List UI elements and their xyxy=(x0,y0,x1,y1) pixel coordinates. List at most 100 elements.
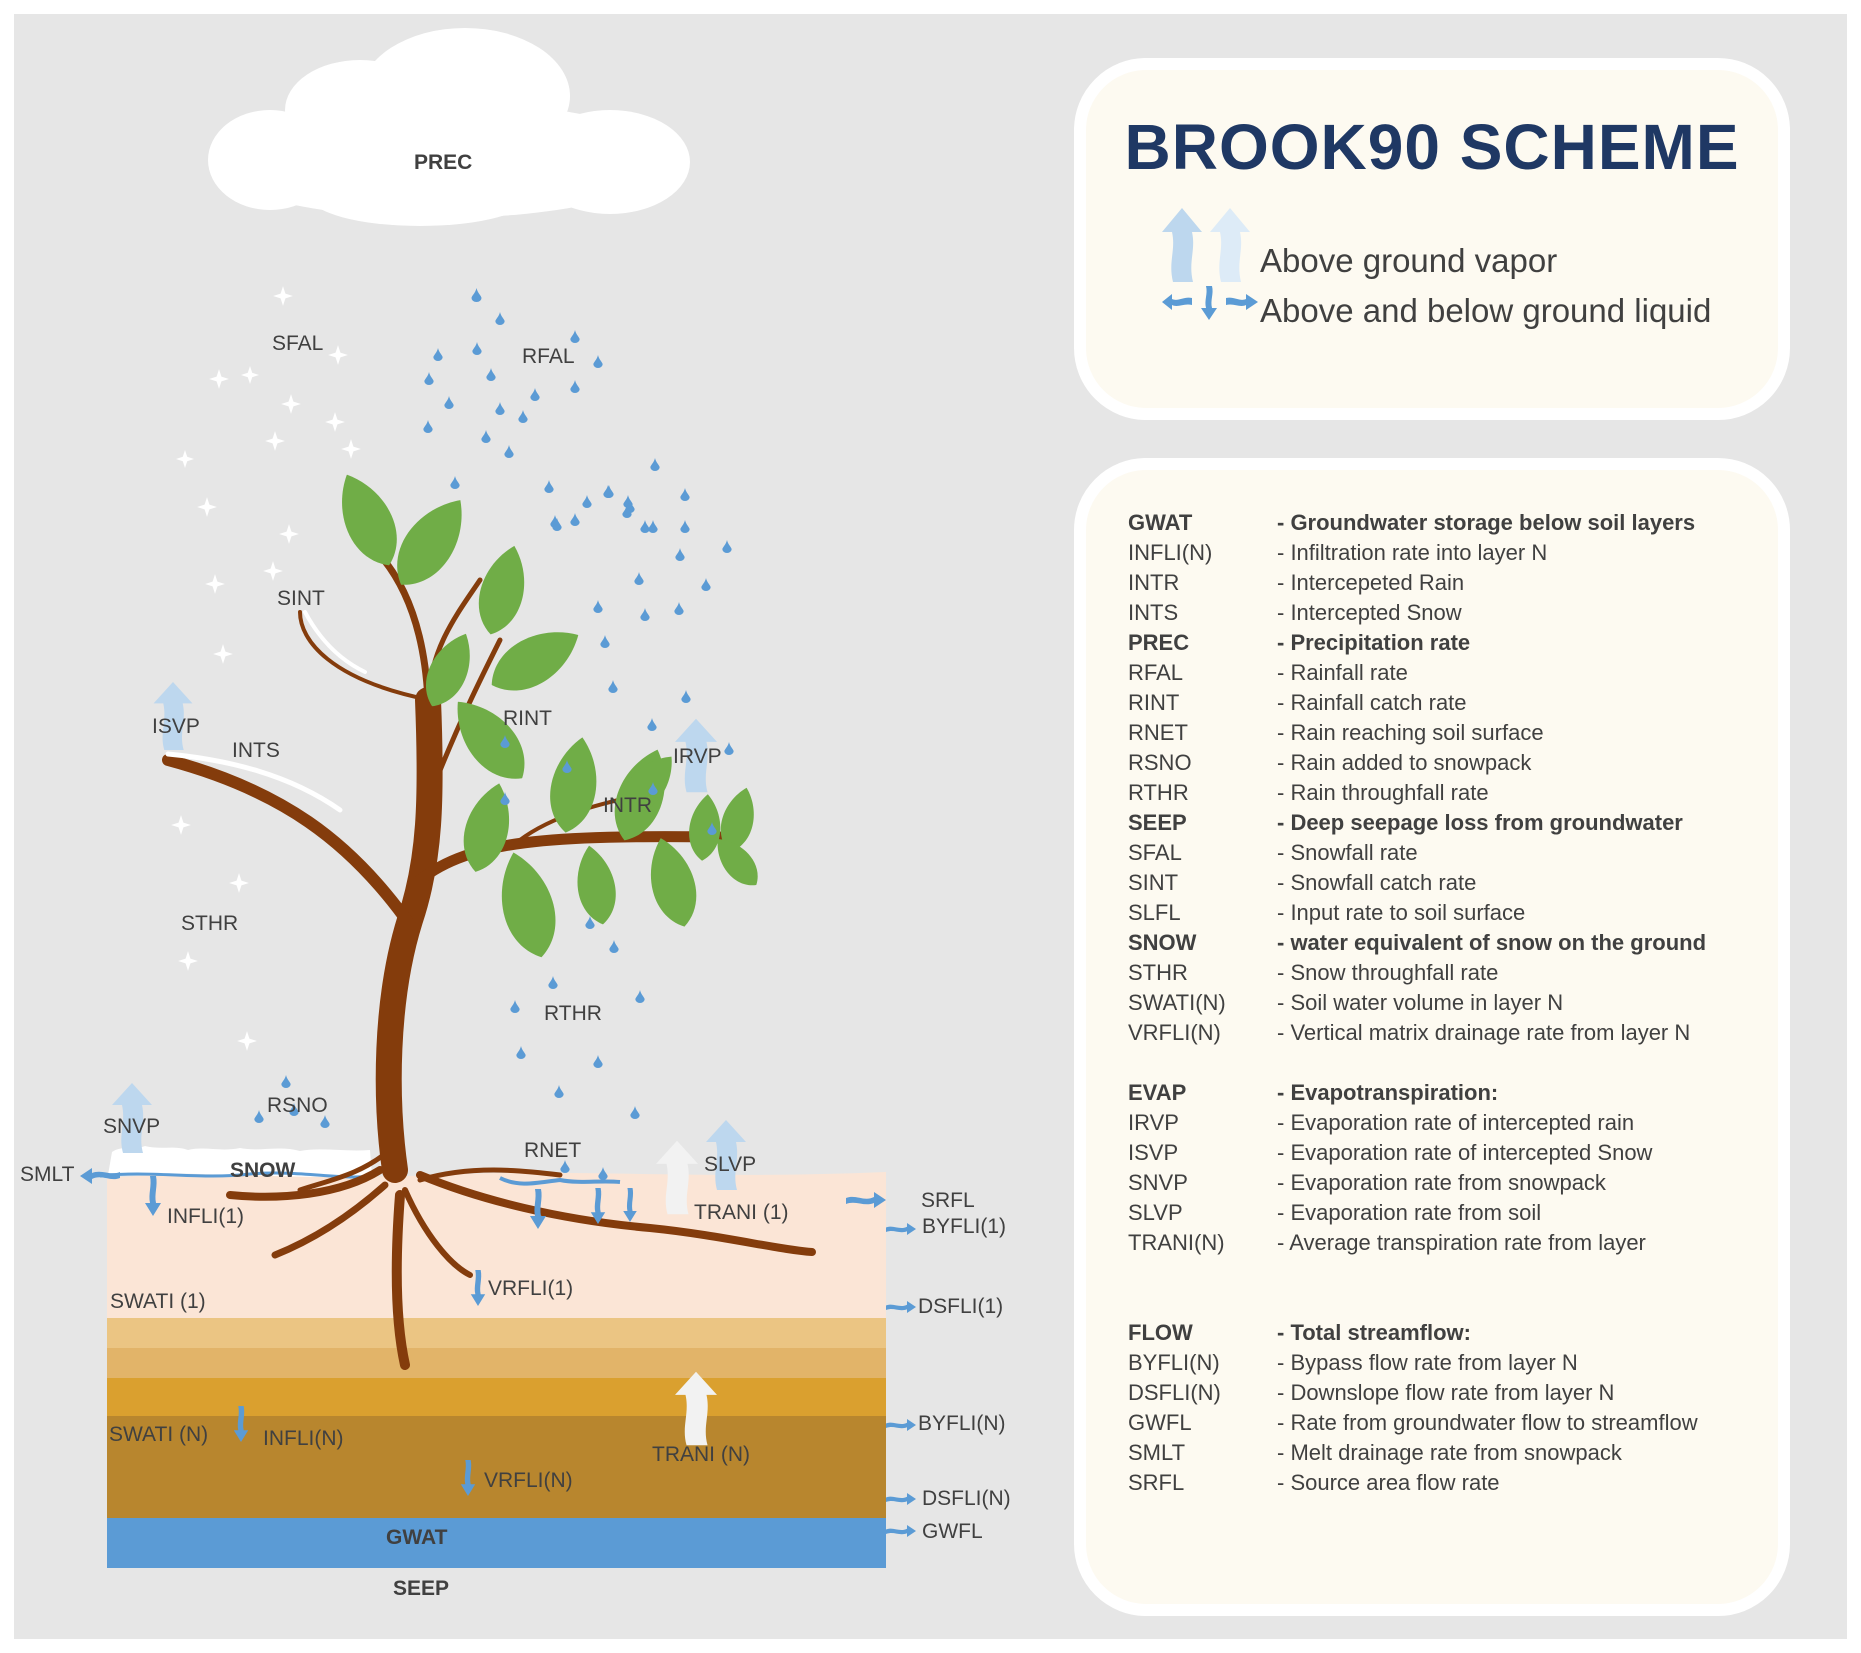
glossary-description: - Deep seepage loss from groundwater xyxy=(1277,810,1683,835)
glossary-code: IRVP xyxy=(1128,1110,1179,1135)
label-byfli-n: BYFLI(N) xyxy=(918,1412,1006,1435)
glossary-description: - Rain added to snowpack xyxy=(1277,750,1532,775)
glossary-code: RFAL xyxy=(1128,660,1184,685)
label-trani-1: TRANI (1) xyxy=(694,1201,789,1224)
glossary-description: - Snow throughfall rate xyxy=(1277,960,1499,985)
glossary-description: - Soil water volume in layer N xyxy=(1277,990,1564,1015)
glossary-description: - Input rate to soil surface xyxy=(1277,900,1526,925)
glossary-code: RINT xyxy=(1128,690,1180,715)
glossary-code: INTR xyxy=(1128,570,1180,595)
label-rnet: RNET xyxy=(524,1139,582,1162)
glossary-description: - Evaporation rate of intercepted Snow xyxy=(1277,1140,1653,1165)
glossary-description: - Average transpiration rate from layer xyxy=(1277,1230,1646,1255)
label-sint: SINT xyxy=(277,587,325,610)
glossary-code: INFLI(N) xyxy=(1128,540,1213,565)
groundwater-layer xyxy=(107,1518,886,1568)
label-dsfli-1: DSFLI(1) xyxy=(918,1295,1004,1318)
label-infli-n: INFLI(N) xyxy=(263,1427,344,1450)
glossary-description: - Infiltration rate into layer N xyxy=(1277,540,1548,565)
glossary-code: PREC xyxy=(1128,630,1190,655)
glossary-description: - Intercepeted Rain xyxy=(1277,570,1465,595)
glossary-code: SNOW xyxy=(1128,930,1197,955)
glossary-code: EVAP xyxy=(1128,1080,1187,1105)
glossary-code: SLVP xyxy=(1128,1200,1183,1225)
glossary-code: INTS xyxy=(1128,600,1179,625)
glossary-description: - Snowfall rate xyxy=(1277,840,1418,865)
glossary-description: - Evaporation rate from soil xyxy=(1277,1200,1542,1225)
label-sfal: SFAL xyxy=(272,332,324,355)
liquid-arrow-icon xyxy=(1162,286,1258,320)
label-seep: SEEP xyxy=(393,1577,450,1600)
glossary-description: - Melt drainage rate from snowpack xyxy=(1277,1440,1622,1465)
legend-vapor: Above ground vapor xyxy=(1260,242,1558,279)
label-swati-n: SWATI (N) xyxy=(109,1423,209,1446)
glossary-code: GWFL xyxy=(1128,1410,1192,1435)
glossary-code: RTHR xyxy=(1128,780,1189,805)
label-rfal: RFAL xyxy=(522,345,575,368)
tree-roots xyxy=(226,1147,816,1370)
label-snvp: SNVP xyxy=(103,1115,161,1138)
label-swati-1: SWATI (1) xyxy=(110,1290,206,1313)
title-panel: BROOK90 SCHEME Above ground vapor Above … xyxy=(1074,58,1790,420)
glossary-code: DSFLI(N) xyxy=(1128,1380,1221,1405)
glossary-panel xyxy=(1074,458,1790,1616)
glossary-code: STHR xyxy=(1128,960,1188,985)
label-gwat: GWAT xyxy=(386,1526,448,1549)
label-infli-1: INFLI(1) xyxy=(167,1205,245,1228)
label-snow: SNOW xyxy=(230,1159,296,1182)
glossary-code: SRFL xyxy=(1128,1470,1185,1495)
glossary-code: SEEP xyxy=(1128,810,1187,835)
label-slvp: SLVP xyxy=(704,1153,757,1176)
label-intr: INTR xyxy=(603,794,652,817)
glossary-code: VRFLI(N) xyxy=(1128,1020,1221,1045)
label-vrfli-1: VRFLI(1) xyxy=(488,1277,574,1300)
glossary-description: - Groundwater storage below soil layers xyxy=(1277,510,1696,535)
label-gwfl: GWFL xyxy=(922,1520,983,1543)
glossary-description: - Snowfall catch rate xyxy=(1277,870,1477,895)
legend-liquid: Above and below ground liquid xyxy=(1260,292,1712,329)
byfli1-arrow xyxy=(886,1223,916,1235)
intercepted-snow xyxy=(165,610,367,813)
label-rthr: RTHR xyxy=(544,1002,602,1025)
glossary-description: - Evaporation rate of intercepted rain xyxy=(1277,1110,1635,1135)
dsflin-arrow xyxy=(886,1493,916,1505)
glossary-description: - Rain throughfall rate xyxy=(1277,780,1489,805)
glossary-description: - Rainfall rate xyxy=(1277,660,1408,685)
glossary-code: SFAL xyxy=(1128,840,1182,865)
glossary-description: - Rainfall catch rate xyxy=(1277,690,1467,715)
glossary-code: SINT xyxy=(1128,870,1179,895)
glossary-description: - Rate from groundwater flow to streamfl… xyxy=(1277,1410,1698,1435)
glossary-description: - Bypass flow rate from layer N xyxy=(1277,1350,1578,1375)
label-ints: INTS xyxy=(232,739,280,762)
cloud xyxy=(208,28,690,226)
label-isvp: ISVP xyxy=(152,715,200,738)
label-irvp: IRVP xyxy=(673,745,722,768)
glossary-code: TRANI(N) xyxy=(1128,1230,1225,1255)
glossary-code: ISVP xyxy=(1128,1140,1179,1165)
glossary-description: - Total streamflow: xyxy=(1277,1320,1471,1345)
glossary-description: - Evapotranspiration: xyxy=(1277,1080,1499,1105)
dsfli1-arrow xyxy=(886,1301,916,1313)
liquid-arrows xyxy=(80,1168,916,1537)
snowflakes xyxy=(171,286,361,1051)
label-vrfli-n: VRFLI(N) xyxy=(484,1469,573,1492)
glossary-description: - Vertical matrix drainage rate from lay… xyxy=(1277,1020,1691,1045)
glossary-code: GWAT xyxy=(1128,510,1193,535)
glossary-code: RSNO xyxy=(1128,750,1192,775)
glossary-description: - Source area flow rate xyxy=(1277,1470,1500,1495)
label-prec: PREC xyxy=(414,151,473,174)
glossary-code: SMLT xyxy=(1128,1440,1186,1465)
label-rsno: RSNO xyxy=(267,1094,328,1117)
glossary-code: BYFLI(N) xyxy=(1128,1350,1220,1375)
label-srfl: SRFL xyxy=(921,1189,975,1212)
glossary-description: - Rain reaching soil surface xyxy=(1277,720,1544,745)
glossary-description: - Precipitation rate xyxy=(1277,630,1471,655)
label-smlt: SMLT xyxy=(20,1163,75,1186)
glossary-description: - Downslope flow rate from layer N xyxy=(1277,1380,1615,1405)
page-title: BROOK90 SCHEME xyxy=(1124,111,1740,183)
glossary-description: - Evaporation rate from snowpack xyxy=(1277,1170,1606,1195)
glossary-code: SNVP xyxy=(1128,1170,1188,1195)
label-sthr: STHR xyxy=(181,912,239,935)
glossary-code: RNET xyxy=(1128,720,1188,745)
